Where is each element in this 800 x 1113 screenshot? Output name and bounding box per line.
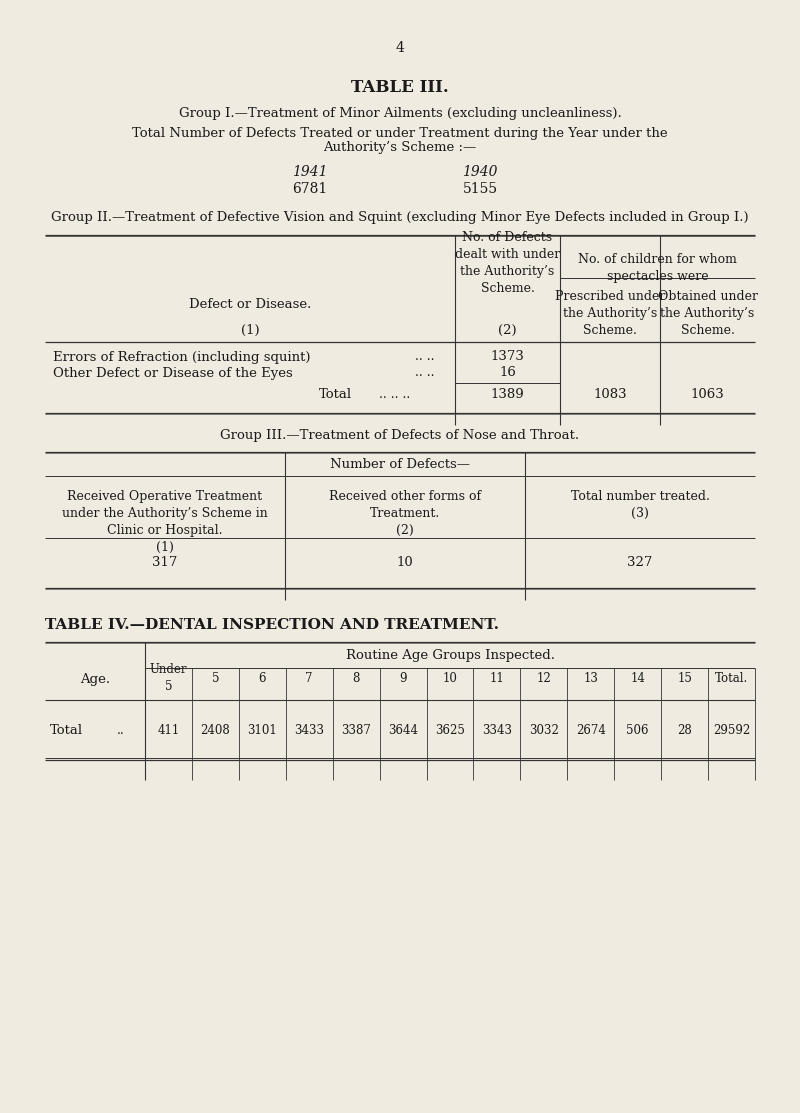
Text: Other Defect or Disease of the Eyes: Other Defect or Disease of the Eyes [53,366,293,380]
Text: Received Operative Treatment
under the Authority’s Scheme in
Clinic or Hospital.: Received Operative Treatment under the A… [62,490,268,554]
Text: 8: 8 [353,671,360,684]
Text: 1083: 1083 [593,388,627,402]
Text: (1): (1) [241,324,259,336]
Text: No. of Defects
dealt with under
the Authority’s
Scheme.: No. of Defects dealt with under the Auth… [455,232,560,295]
Text: 3644: 3644 [388,723,418,737]
Text: Under
5: Under 5 [150,663,187,693]
Text: Prescribed under
the Authority’s
Scheme.: Prescribed under the Authority’s Scheme. [555,290,665,337]
Text: .. ..: .. .. [415,351,434,364]
Text: 10: 10 [442,671,458,684]
Text: 29592: 29592 [713,723,750,737]
Text: 327: 327 [627,556,653,570]
Text: 2408: 2408 [201,723,230,737]
Text: 3433: 3433 [294,723,324,737]
Text: 5: 5 [212,671,219,684]
Text: Total number treated.
(3): Total number treated. (3) [570,490,710,520]
Text: 1940: 1940 [462,165,498,179]
Text: Group III.—Treatment of Defects of Nose and Throat.: Group III.—Treatment of Defects of Nose … [221,430,579,443]
Text: Errors of Refraction (including squint): Errors of Refraction (including squint) [53,351,310,364]
Text: 28: 28 [678,723,692,737]
Text: 1941: 1941 [292,165,328,179]
Text: 3032: 3032 [529,723,558,737]
Text: (2): (2) [498,324,517,336]
Text: Total Number of Defects Treated or under Treatment during the Year under the: Total Number of Defects Treated or under… [132,127,668,139]
Text: 5155: 5155 [462,183,498,196]
Text: 14: 14 [630,671,645,684]
Text: Routine Age Groups Inspected.: Routine Age Groups Inspected. [346,649,554,661]
Text: .. .. ..: .. .. .. [379,388,410,402]
Text: TABLE III.: TABLE III. [351,79,449,97]
Text: 15: 15 [677,671,692,684]
Text: Total.: Total. [715,671,748,684]
Text: 12: 12 [537,671,551,684]
Text: 506: 506 [626,723,649,737]
Text: 411: 411 [158,723,179,737]
Text: No. of children for whom
spectacles were: No. of children for whom spectacles were [578,253,737,283]
Text: Group I.—Treatment of Minor Ailments (excluding uncleanliness).: Group I.—Treatment of Minor Ailments (ex… [178,108,622,120]
Text: Received other forms of
Treatment.
(2): Received other forms of Treatment. (2) [329,490,481,536]
Text: 3343: 3343 [482,723,512,737]
Text: Total: Total [50,723,83,737]
Text: 1063: 1063 [690,388,724,402]
Text: Obtained under
the Authority’s
Scheme.: Obtained under the Authority’s Scheme. [658,290,758,337]
Text: 6781: 6781 [292,183,328,196]
Text: Age.: Age. [80,673,110,687]
Text: 1373: 1373 [490,351,525,364]
Text: Group II.—Treatment of Defective Vision and Squint (excluding Minor Eye Defects : Group II.—Treatment of Defective Vision … [51,211,749,225]
Text: 317: 317 [152,556,178,570]
Text: 16: 16 [499,366,516,380]
Text: 10: 10 [397,556,414,570]
Text: 3387: 3387 [342,723,371,737]
Text: 13: 13 [583,671,598,684]
Text: Defect or Disease.: Defect or Disease. [189,298,311,312]
Text: .. ..: .. .. [415,366,434,380]
Text: Number of Defects—: Number of Defects— [330,459,470,472]
Text: 1389: 1389 [490,388,524,402]
Text: 9: 9 [399,671,407,684]
Text: Total: Total [318,388,351,402]
Text: 4: 4 [395,41,405,55]
Text: 6: 6 [258,671,266,684]
Text: Authority’s Scheme :—: Authority’s Scheme :— [323,141,477,155]
Text: TABLE IV.—DENTAL INSPECTION AND TREATMENT.: TABLE IV.—DENTAL INSPECTION AND TREATMEN… [45,618,499,632]
Text: 7: 7 [306,671,313,684]
Text: 3101: 3101 [247,723,277,737]
Text: ..: .. [117,723,125,737]
Text: 11: 11 [490,671,504,684]
Text: 3625: 3625 [435,723,465,737]
Text: 2674: 2674 [576,723,606,737]
